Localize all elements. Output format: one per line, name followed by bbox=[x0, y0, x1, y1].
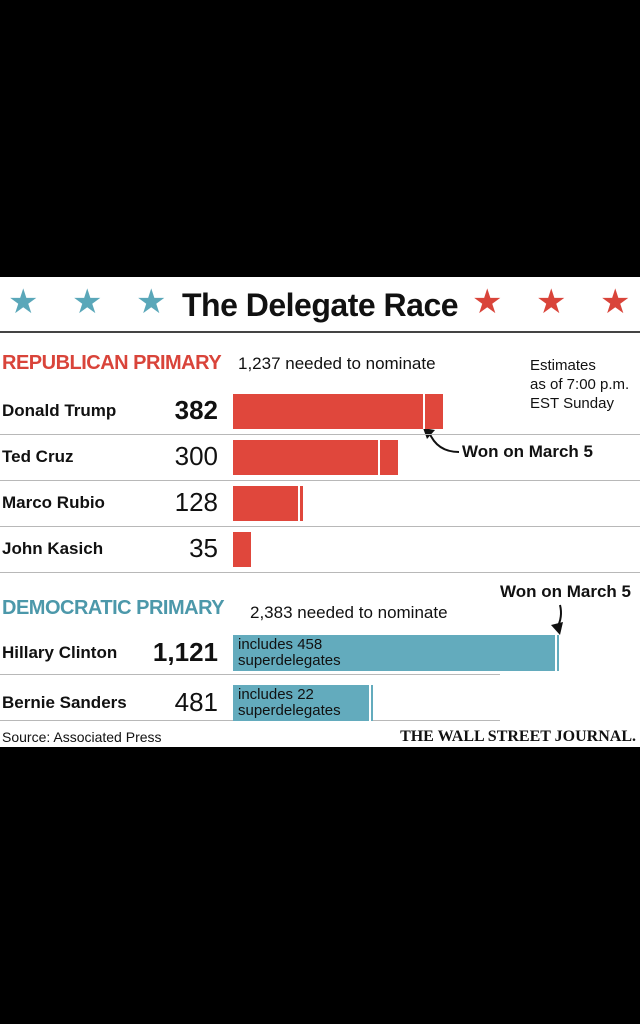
row-divider bbox=[0, 674, 500, 675]
democratic-section-label: DEMOCRATIC PRIMARY bbox=[2, 597, 225, 619]
ted-cruz-delegate-count: 300 bbox=[174, 441, 218, 471]
row-divider bbox=[0, 434, 640, 435]
delegate-race-graphic: ★ ★ ★ The Delegate Race ★ ★ ★ REPUBLICAN… bbox=[0, 277, 640, 747]
page-title: The Delegate Race bbox=[181, 287, 459, 323]
red-star-icon-3: ★ bbox=[600, 283, 631, 321]
estimate-note-line-2: as of 7:00 p.m. bbox=[530, 376, 630, 393]
hillary-clinton-superdelegate-note: includes 458 superdelegates bbox=[238, 637, 341, 669]
ted-cruz-name-label: Ted Cruz bbox=[2, 447, 74, 466]
marco-rubio-march5-segment-divider bbox=[298, 485, 301, 521]
bernie-sanders-delegate-bar: includes 22 superdelegates bbox=[233, 685, 373, 721]
red-star-icon-1: ★ bbox=[472, 283, 503, 321]
john-kasich-march5-segment-divider bbox=[250, 531, 253, 567]
publisher-logo: THE WALL STREET JOURNAL. bbox=[400, 728, 636, 745]
john-kasich-delegate-bar bbox=[233, 531, 253, 567]
row-divider bbox=[0, 526, 640, 527]
estimate-note-line-1: Estimates bbox=[530, 357, 596, 374]
hillary-clinton-delegate-bar: includes 458 superdelegates bbox=[233, 635, 560, 671]
republican-needed-text: 1,237 needed to nominate bbox=[238, 354, 436, 373]
hillary-clinton-superdelegate-note-line-1: includes 458 bbox=[238, 636, 323, 653]
bernie-sanders-superdelegate-note: includes 22 superdelegates bbox=[238, 687, 341, 719]
ted-cruz-march5-segment-divider bbox=[377, 439, 380, 475]
democratic-needed-text: 2,383 needed to nominate bbox=[250, 603, 448, 622]
bernie-sanders-march5-segment-divider bbox=[369, 685, 372, 721]
ted-cruz-delegate-bar bbox=[233, 439, 398, 475]
democratic-won-march5-label: Won on March 5 bbox=[500, 582, 631, 601]
donald-trump-delegate-bar bbox=[233, 393, 443, 429]
source-note: Source: Associated Press bbox=[2, 729, 162, 745]
donald-trump-delegate-count: 382 bbox=[174, 395, 218, 425]
hillary-clinton-march5-segment-divider bbox=[555, 635, 558, 671]
row-divider bbox=[0, 480, 640, 481]
blue-star-icon-3: ★ bbox=[136, 283, 167, 321]
hillary-clinton-delegate-count: 1,121 bbox=[152, 637, 218, 667]
bernie-sanders-name-label: Bernie Sanders bbox=[2, 693, 127, 712]
republican-won-march5-label: Won on March 5 bbox=[462, 442, 593, 461]
donald-trump-name-label: Donald Trump bbox=[2, 401, 117, 420]
marco-rubio-delegate-count: 128 bbox=[174, 487, 218, 517]
hillary-clinton-superdelegate-note-line-2: superdelegates bbox=[238, 652, 341, 669]
blue-star-icon-2: ★ bbox=[72, 283, 103, 321]
bernie-sanders-superdelegate-note-line-2: superdelegates bbox=[238, 702, 341, 719]
hillary-clinton-name-label: Hillary Clinton bbox=[2, 643, 118, 662]
red-star-icon-2: ★ bbox=[536, 283, 567, 321]
bernie-sanders-superdelegate-note-line-1: includes 22 bbox=[238, 686, 314, 703]
john-kasich-name-label: John Kasich bbox=[2, 539, 104, 558]
row-divider bbox=[0, 572, 640, 573]
bernie-sanders-delegate-count: 481 bbox=[174, 687, 218, 717]
republican-section-label: REPUBLICAN PRIMARY bbox=[2, 352, 222, 374]
title-divider bbox=[0, 331, 640, 333]
democratic-annotation-arrow-icon bbox=[551, 604, 563, 635]
john-kasich-delegate-count: 35 bbox=[189, 533, 218, 563]
marco-rubio-delegate-bar bbox=[233, 485, 304, 521]
donald-trump-march5-segment-divider bbox=[422, 393, 425, 429]
marco-rubio-name-label: Marco Rubio bbox=[2, 493, 105, 512]
blue-star-icon-1: ★ bbox=[8, 283, 39, 321]
estimate-note-line-3: EST Sunday bbox=[530, 395, 614, 412]
republican-annotation-arrow-icon bbox=[423, 428, 460, 453]
